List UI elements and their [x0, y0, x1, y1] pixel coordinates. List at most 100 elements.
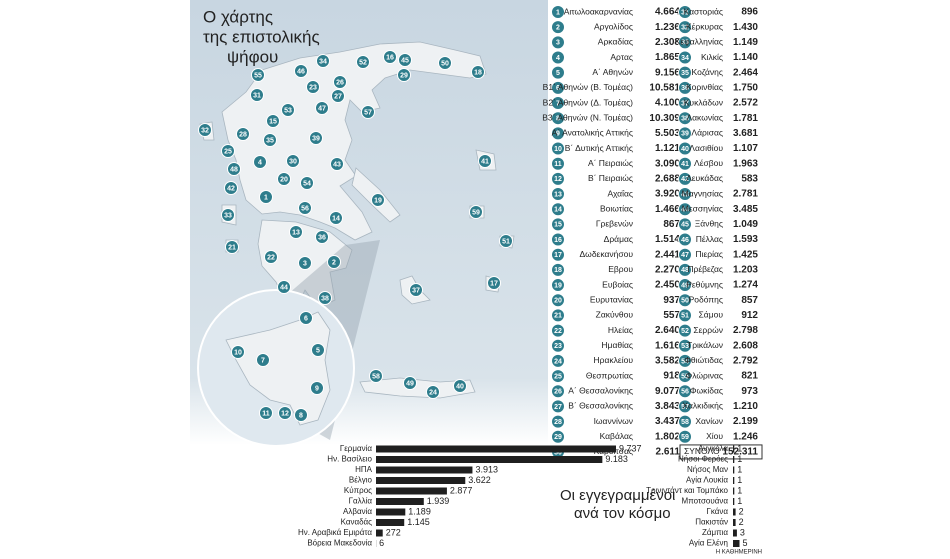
bar-category: Γαλλία — [349, 497, 373, 506]
district-value: 4.100 — [655, 98, 680, 109]
district-name: Πέλλας — [696, 234, 723, 244]
district-value: 5.503 — [655, 128, 680, 139]
district-value: 1.865 — [655, 52, 680, 63]
bar-value: 2.877 — [450, 485, 473, 495]
district-value: 1.236 — [655, 22, 680, 33]
pin — [678, 338, 692, 353]
bar — [733, 529, 737, 537]
pin — [551, 126, 565, 141]
district-row: 23 Ημαθίας 1.616 — [551, 338, 680, 353]
district-row: 7Β2΄ Αθηνών (Δ. Τομέας) 4.100 — [543, 96, 680, 111]
bar — [733, 445, 735, 453]
bar — [733, 466, 735, 474]
district-row: 1 Αιτωλοακαρνανίας 4.664 — [551, 5, 680, 19]
district-row: 50 Ροδόπης 857 — [678, 293, 758, 308]
district-value: 867 — [663, 219, 680, 230]
pin — [294, 64, 308, 78]
district-value: 1.107 — [733, 143, 758, 154]
pin — [298, 201, 312, 215]
district-value: 1.203 — [733, 265, 758, 276]
pin-number: 22 — [267, 254, 275, 261]
bar — [733, 498, 735, 505]
district-name: Λέσβου — [694, 158, 723, 168]
district-name: Α΄ Πειραιώς — [588, 158, 633, 168]
pin-number: 13 — [292, 229, 300, 236]
bar — [376, 487, 447, 495]
pin — [198, 123, 212, 137]
pin — [333, 75, 347, 89]
pin — [316, 54, 330, 68]
district-value: 1.963 — [733, 158, 758, 169]
pin — [678, 217, 692, 232]
bar-category: Πακιστάν — [695, 518, 728, 527]
pin-number: 26 — [336, 79, 344, 86]
title-line: ψήφου — [227, 47, 278, 66]
district-row: 26 Α΄ Θεσσαλονίκης 9.077 — [551, 384, 680, 399]
pin — [678, 232, 692, 247]
pin-number: 46 — [297, 68, 305, 75]
pin — [263, 133, 277, 147]
pin-number: 32 — [681, 25, 689, 32]
district-name: Κεφαλληνίας — [675, 37, 723, 47]
district-name: Ξάνθης — [695, 219, 723, 229]
pin-number: 50 — [681, 298, 689, 305]
pin-number: 14 — [554, 207, 562, 214]
district-name: Ρεθύμνης — [686, 279, 723, 289]
pin-number: 37 — [681, 100, 689, 107]
pin-number: 58 — [372, 373, 380, 380]
pin-number: 23 — [554, 343, 562, 350]
bar-value: 1 — [737, 454, 742, 464]
district-row: 20 Ευρυτανίας 937 — [551, 293, 680, 308]
district-name: Δράμας — [604, 234, 633, 244]
pin-number: 35 — [681, 70, 689, 77]
bar-value: 6 — [379, 538, 384, 548]
pin-number: 23 — [309, 84, 317, 91]
district-row: 24 Ηρακλείου 3.582 — [551, 353, 680, 368]
pin — [471, 65, 485, 79]
pin-number: 8 — [556, 116, 560, 123]
pin — [299, 311, 313, 325]
pin — [551, 399, 565, 414]
district-row: 59 Χίου 1.246 — [678, 429, 758, 444]
pin — [678, 171, 692, 186]
bar — [733, 508, 736, 516]
pin-number: 59 — [681, 434, 689, 441]
district-name: Καστοριάς — [684, 6, 723, 16]
district-name: Β΄ Πειραιώς — [588, 173, 633, 183]
district-name: Β2΄ Αθηνών (Δ. Τομέας) — [543, 97, 634, 107]
bar-category: Βέλγιο — [349, 476, 373, 485]
pin-number: 3 — [303, 260, 307, 267]
pin — [294, 408, 308, 422]
pin-number: 22 — [554, 328, 562, 335]
pin — [236, 127, 250, 141]
district-name: Εβρου — [608, 264, 633, 274]
pin — [311, 343, 325, 357]
pin-number: 57 — [364, 109, 372, 116]
district-name: Φθιώτιδας — [684, 355, 723, 365]
pin — [286, 154, 300, 168]
pin — [551, 202, 565, 217]
pin-number: 55 — [254, 72, 262, 79]
district-name: Θεσπρωτίας — [586, 370, 633, 380]
district-name: Κυκλάδων — [684, 97, 723, 107]
district-row: 47 Πιερίας 1.425 — [678, 247, 758, 262]
district-value: 1.140 — [733, 52, 758, 63]
bar — [376, 529, 383, 537]
pin — [224, 181, 238, 195]
pin — [259, 190, 273, 204]
pin-number: 19 — [554, 282, 562, 289]
pin-number: 11 — [262, 410, 270, 417]
district-name: Πιερίας — [695, 249, 723, 259]
bar — [733, 477, 735, 484]
pin — [551, 5, 565, 19]
district-value: 3.090 — [655, 158, 680, 169]
pin — [487, 276, 501, 290]
district-value: 1.246 — [733, 431, 758, 442]
pin — [300, 176, 314, 190]
bar — [733, 519, 736, 526]
